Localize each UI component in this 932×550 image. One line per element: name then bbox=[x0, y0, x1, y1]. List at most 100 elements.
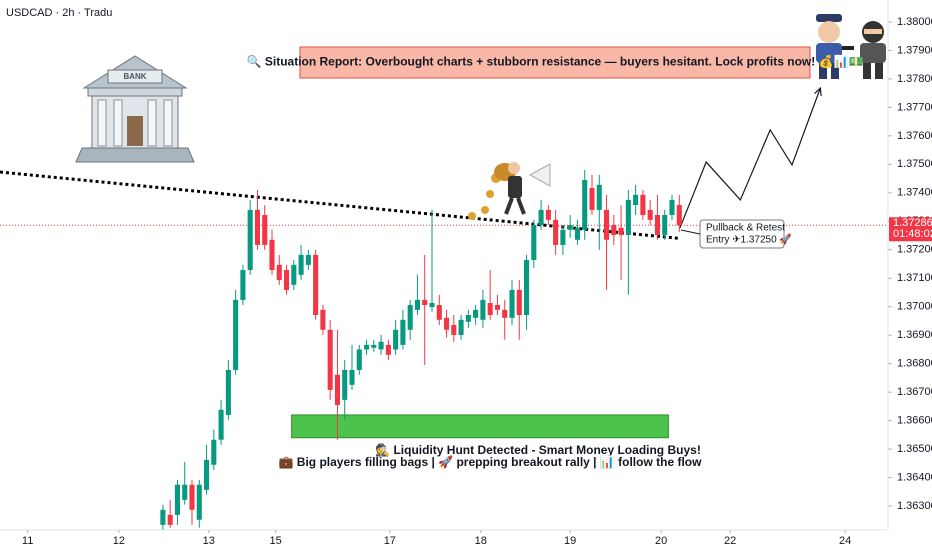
x-tick-label: 15 bbox=[270, 535, 282, 547]
candle-body bbox=[356, 349, 362, 370]
candle-body bbox=[487, 303, 493, 315]
candle-body bbox=[538, 209, 544, 225]
coin-figure bbox=[468, 162, 551, 220]
candle-body bbox=[589, 187, 595, 210]
candle-body bbox=[160, 509, 166, 525]
y-tick-label: 1.37900 bbox=[897, 44, 932, 56]
candle-body bbox=[531, 224, 537, 261]
candle-body bbox=[313, 254, 319, 315]
candle-body bbox=[574, 227, 580, 240]
last-price-label: 1.37286 bbox=[893, 217, 932, 229]
y-tick-label: 1.37100 bbox=[897, 272, 932, 284]
candle-body bbox=[196, 484, 202, 520]
candle-body bbox=[233, 299, 239, 370]
candle-body bbox=[305, 254, 311, 265]
candle-body bbox=[444, 317, 450, 330]
y-tick-label: 1.36400 bbox=[897, 472, 932, 484]
candle-body bbox=[560, 229, 566, 245]
zone-text: 💼 Big players filling bags | 🚀 prepping … bbox=[279, 455, 703, 469]
zone-layer bbox=[291, 414, 669, 439]
candle-body bbox=[298, 254, 304, 275]
x-tick-label: 22 bbox=[724, 535, 736, 547]
x-tick-label: 24 bbox=[839, 535, 851, 547]
svg-text:BANK: BANK bbox=[123, 72, 146, 81]
candle-body bbox=[604, 209, 610, 240]
y-tick-label: 1.37500 bbox=[897, 158, 932, 170]
x-tick-label: 20 bbox=[655, 535, 667, 547]
y-tick-label: 1.37400 bbox=[897, 187, 932, 199]
last-price-tag bbox=[889, 217, 932, 242]
y-tick-label: 1.36500 bbox=[897, 443, 932, 455]
candle-body bbox=[167, 514, 173, 525]
x-tick-label: 11 bbox=[22, 535, 33, 547]
y-tick-label: 1.37200 bbox=[897, 244, 932, 256]
candle-body bbox=[378, 341, 384, 350]
candle-body bbox=[611, 224, 617, 235]
candle-body bbox=[211, 439, 217, 465]
candle-body bbox=[189, 484, 195, 510]
candle-body bbox=[516, 289, 522, 315]
x-tick-label: 18 bbox=[475, 535, 487, 547]
candle-body bbox=[582, 179, 588, 230]
candle-body bbox=[429, 303, 435, 308]
y-tick-label: 1.36800 bbox=[897, 358, 932, 370]
candle-body bbox=[502, 309, 508, 318]
candle-body bbox=[451, 324, 457, 335]
chart-title: USDCAD · 2h · Tradu bbox=[6, 7, 112, 19]
candle-body bbox=[625, 199, 631, 235]
report-text: 🔍 Situation Report: Overbought charts + … bbox=[247, 54, 864, 69]
candle-body bbox=[567, 224, 573, 230]
candle-body bbox=[545, 209, 551, 220]
candle-body bbox=[400, 319, 406, 345]
candle-body bbox=[494, 305, 500, 310]
candle-body bbox=[342, 369, 348, 400]
candle-body bbox=[480, 299, 486, 320]
candle-body bbox=[320, 309, 326, 330]
candle-body bbox=[473, 309, 479, 318]
y-tick-label: 1.38000 bbox=[897, 16, 932, 28]
candle-body bbox=[414, 299, 420, 310]
entry-title: Pullback & Retest bbox=[706, 223, 785, 234]
y-tick-label: 1.36300 bbox=[897, 500, 932, 512]
candle-body bbox=[524, 260, 530, 315]
candle-body bbox=[349, 369, 355, 385]
entry-text: Entry ✈1.37250 🚀 bbox=[706, 233, 792, 246]
projection-arrowhead bbox=[814, 86, 822, 97]
x-tick-label: 13 bbox=[203, 535, 215, 547]
candle-body bbox=[247, 209, 253, 270]
candle-body bbox=[371, 344, 377, 348]
candle-body bbox=[284, 269, 290, 290]
candle-body bbox=[364, 344, 370, 350]
axis-layer: 1.36300 1.36400 1.36500 1.36600 1.36700 1.368… bbox=[22, 16, 932, 547]
candle-body bbox=[596, 184, 602, 210]
x-tick-label: 19 bbox=[564, 535, 576, 547]
x-tick-label: 12 bbox=[113, 535, 125, 547]
candle-body bbox=[654, 215, 660, 235]
candle-body bbox=[669, 199, 675, 216]
y-tick-label: 1.36700 bbox=[897, 386, 932, 398]
candle-body bbox=[262, 215, 268, 245]
candle-body bbox=[334, 374, 340, 405]
candle-body bbox=[393, 329, 399, 350]
candle-body bbox=[385, 344, 391, 355]
candle-body bbox=[458, 319, 464, 335]
candle-body bbox=[291, 264, 297, 285]
liquidity-zone bbox=[291, 414, 669, 439]
candles-layer bbox=[160, 170, 682, 530]
police-thief bbox=[816, 14, 886, 79]
candle-body bbox=[218, 409, 224, 440]
candle-body bbox=[407, 305, 413, 330]
candle-body bbox=[640, 194, 646, 216]
y-tick-label: 1.37600 bbox=[897, 130, 932, 142]
candle-body bbox=[509, 289, 515, 318]
candle-body bbox=[662, 215, 668, 235]
candle-body bbox=[240, 269, 246, 300]
candle-body bbox=[676, 205, 682, 226]
candle-body bbox=[254, 209, 260, 245]
candle-body bbox=[174, 484, 180, 515]
candle-body bbox=[225, 369, 231, 415]
candle-body bbox=[553, 219, 559, 245]
y-tick-label: 1.36900 bbox=[897, 329, 932, 341]
candle-body bbox=[618, 227, 624, 235]
